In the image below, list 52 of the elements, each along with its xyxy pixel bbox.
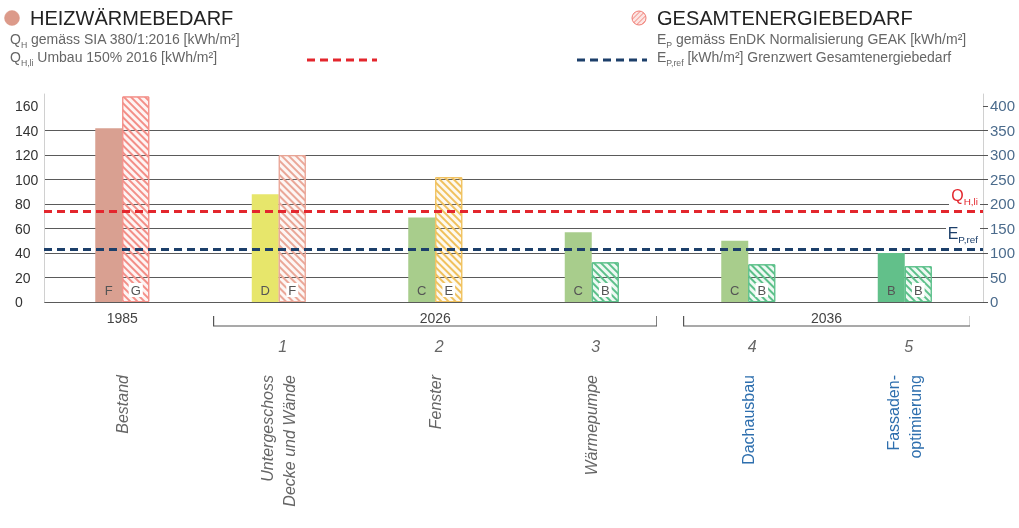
text: 4 xyxy=(746,338,758,356)
y-tick-label: 140 xyxy=(15,121,39,140)
x-tick-label: Untergeschoss Decke und Wände xyxy=(259,374,299,507)
data-label: B xyxy=(600,283,610,298)
y2-tick-label: 100 xyxy=(990,244,1016,263)
text: E$_{P,ref}$ [kWh/m²] Grenzwert Gesamtenergiebedarf xyxy=(657,48,952,68)
text: Q$_{H,li}$ Umbau 150% 2016 [kWh/m²] xyxy=(10,48,218,68)
legend-label: GESAMTENERGIEBEDARF xyxy=(657,6,913,30)
x-tick-label: Wärmepumpe xyxy=(583,374,601,476)
x-tick-label: Fassaden- optimierung xyxy=(885,375,925,459)
text: 3 xyxy=(590,338,602,356)
data-label: D xyxy=(260,283,270,298)
y-tick-label: 120 xyxy=(15,146,39,165)
text: 1 xyxy=(277,338,289,356)
data-label: F xyxy=(104,283,113,298)
x-tick-label: Fenster xyxy=(426,374,444,430)
data-label: F xyxy=(288,283,297,298)
data-label: B xyxy=(757,283,767,298)
data-label: C xyxy=(417,283,427,298)
data-label: E xyxy=(444,283,454,298)
data-label: B xyxy=(913,283,923,298)
y-axis-title: Q$_{H}$ gemäss SIA 380/1:2016 [kWh/m²] xyxy=(10,30,240,50)
y-tick-label: 40 xyxy=(15,244,31,263)
y2-tick-label: 50 xyxy=(990,268,1007,287)
y-tick-label: 160 xyxy=(15,97,39,116)
y2-tick-label: 300 xyxy=(990,146,1016,165)
y2-tick-label: 150 xyxy=(990,219,1016,238)
data-label: C xyxy=(573,283,583,298)
x-tick-label: Dachausbau xyxy=(739,375,757,465)
text: 2 xyxy=(433,338,445,356)
text: 2036 xyxy=(809,310,844,326)
ref-line-label: E$_{P,ref}$ xyxy=(945,224,980,246)
data-label: B xyxy=(886,283,896,298)
ref-line-label: Q$_{H,li}$ xyxy=(949,186,980,208)
data-label: C xyxy=(730,283,740,298)
x-tick-label: Bestand xyxy=(113,373,131,434)
text: 5 xyxy=(903,338,915,356)
text: 1985 xyxy=(105,310,139,326)
legend-label: HEIZWÄRMEBEDARF xyxy=(30,6,234,30)
y2-tick-label: 0 xyxy=(990,293,999,311)
y-tick-label: 0 xyxy=(15,293,23,311)
y2-axis-title: E$_{P}$ gemäss EnDK Normalisierung GEAK [kWh/m²] xyxy=(657,30,967,50)
data-label: G xyxy=(130,283,141,298)
y2-tick-label: 200 xyxy=(990,195,1016,214)
y-tick-label: 80 xyxy=(15,195,31,214)
text: 2026 xyxy=(418,310,452,326)
y2-tick-label: 350 xyxy=(990,121,1016,140)
y-tick-label: 100 xyxy=(15,170,39,189)
y-tick-label: 60 xyxy=(15,219,31,238)
y2-tick-label: 250 xyxy=(990,170,1016,189)
y2-tick-label: 400 xyxy=(990,97,1016,116)
y-tick-label: 20 xyxy=(15,268,31,287)
